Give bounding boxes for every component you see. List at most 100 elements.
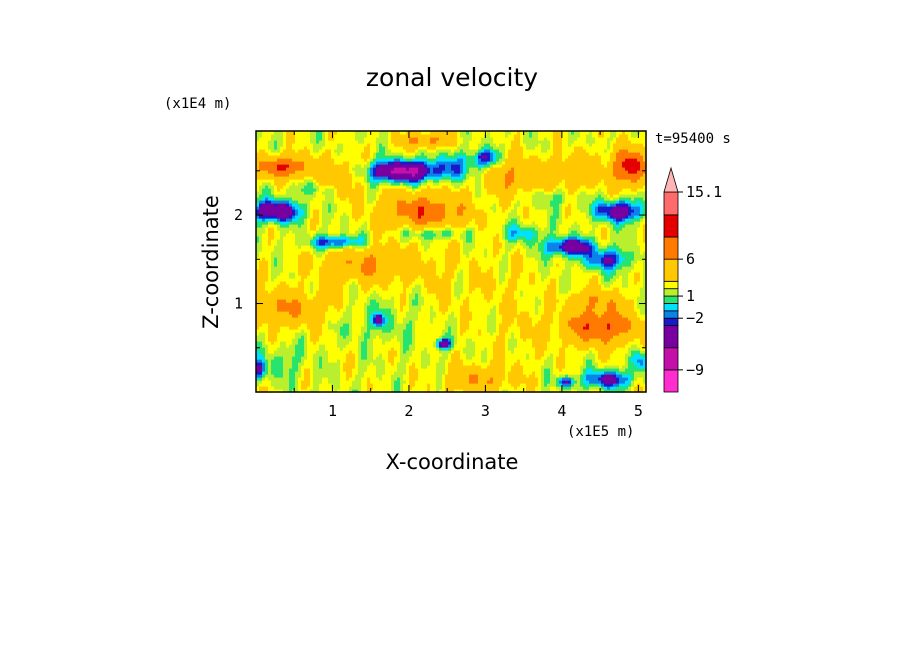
field-cell — [601, 389, 605, 393]
field-cell — [529, 326, 533, 330]
field-cell — [610, 326, 614, 330]
field-cell — [301, 326, 305, 330]
field-cell — [346, 365, 350, 369]
field-cell — [484, 350, 488, 354]
field-cell — [562, 383, 566, 387]
field-cell — [334, 335, 338, 339]
field-cell — [469, 347, 473, 351]
field-cell — [526, 365, 530, 369]
field-cell — [304, 338, 308, 342]
field-cell — [307, 335, 311, 339]
field-cell — [511, 356, 515, 360]
field-cell — [454, 350, 458, 354]
field-cell — [529, 365, 533, 369]
field-cell — [295, 320, 299, 324]
field-cell — [523, 350, 527, 354]
field-cell — [562, 326, 566, 330]
field-cell — [406, 377, 410, 381]
field-cell — [394, 326, 398, 330]
field-cell — [421, 320, 425, 324]
field-cell — [337, 383, 341, 387]
field-cell — [628, 323, 632, 327]
field-cell — [340, 362, 344, 366]
field-cell — [295, 323, 299, 327]
field-cell — [427, 356, 431, 360]
field-cell — [373, 380, 377, 384]
field-cell — [364, 338, 368, 342]
field-cell — [394, 347, 398, 351]
field-cell — [577, 383, 581, 387]
field-cell — [409, 374, 413, 378]
field-cell — [304, 359, 308, 363]
field-cell — [352, 326, 356, 330]
field-cell — [454, 386, 458, 390]
field-cell — [466, 356, 470, 360]
field-cell — [448, 335, 452, 339]
field-cell — [448, 350, 452, 354]
field-cell — [457, 380, 461, 384]
field-cell — [547, 329, 551, 333]
field-cell — [412, 380, 416, 384]
field-cell — [277, 326, 281, 330]
field-cell — [553, 338, 557, 342]
field-cell — [538, 347, 542, 351]
field-cell — [304, 362, 308, 366]
field-cell — [415, 341, 419, 345]
field-cell — [280, 365, 284, 369]
field-cell — [493, 353, 497, 357]
field-cell — [259, 386, 263, 390]
field-cell — [631, 386, 635, 390]
field-cell — [556, 359, 560, 363]
field-cell — [364, 389, 368, 393]
field-cell — [574, 359, 578, 363]
field-cell — [580, 371, 584, 375]
field-cell — [286, 332, 290, 336]
field-cell — [301, 380, 305, 384]
field-cell — [307, 350, 311, 354]
field-cell — [451, 338, 455, 342]
field-cell — [355, 386, 359, 390]
field-cell — [286, 383, 290, 387]
field-cell — [412, 335, 416, 339]
field-cell — [448, 368, 452, 372]
field-cell — [358, 320, 362, 324]
field-cell — [613, 380, 617, 384]
field-cell — [346, 377, 350, 381]
field-cell — [553, 341, 557, 345]
field-cell — [487, 374, 491, 378]
field-cell — [562, 371, 566, 375]
field-cell — [415, 329, 419, 333]
field-cell — [631, 335, 635, 339]
field-cell — [508, 320, 512, 324]
field-cell — [421, 374, 425, 378]
field-cell — [298, 341, 302, 345]
field-cell — [304, 341, 308, 345]
field-cell — [610, 344, 614, 348]
field-cell — [391, 356, 395, 360]
field-cell — [322, 362, 326, 366]
field-cell — [472, 365, 476, 369]
field-cell — [475, 341, 479, 345]
field-cell — [376, 365, 380, 369]
field-cell — [634, 356, 638, 360]
field-cell — [268, 320, 272, 324]
field-cell — [592, 377, 596, 381]
field-cell — [445, 371, 449, 375]
field-cell — [589, 338, 593, 342]
field-cell — [418, 356, 422, 360]
field-cell — [256, 329, 260, 333]
field-cell — [541, 323, 545, 327]
field-cell — [484, 362, 488, 366]
field-cell — [328, 365, 332, 369]
field-cell — [595, 377, 599, 381]
field-cell — [550, 356, 554, 360]
field-cell — [616, 323, 620, 327]
field-cell — [268, 359, 272, 363]
field-cell — [433, 344, 437, 348]
field-cell — [544, 329, 548, 333]
field-cell — [334, 320, 338, 324]
field-cell — [511, 374, 515, 378]
field-cell — [532, 371, 536, 375]
field-cell — [409, 332, 413, 336]
field-cell — [391, 329, 395, 333]
